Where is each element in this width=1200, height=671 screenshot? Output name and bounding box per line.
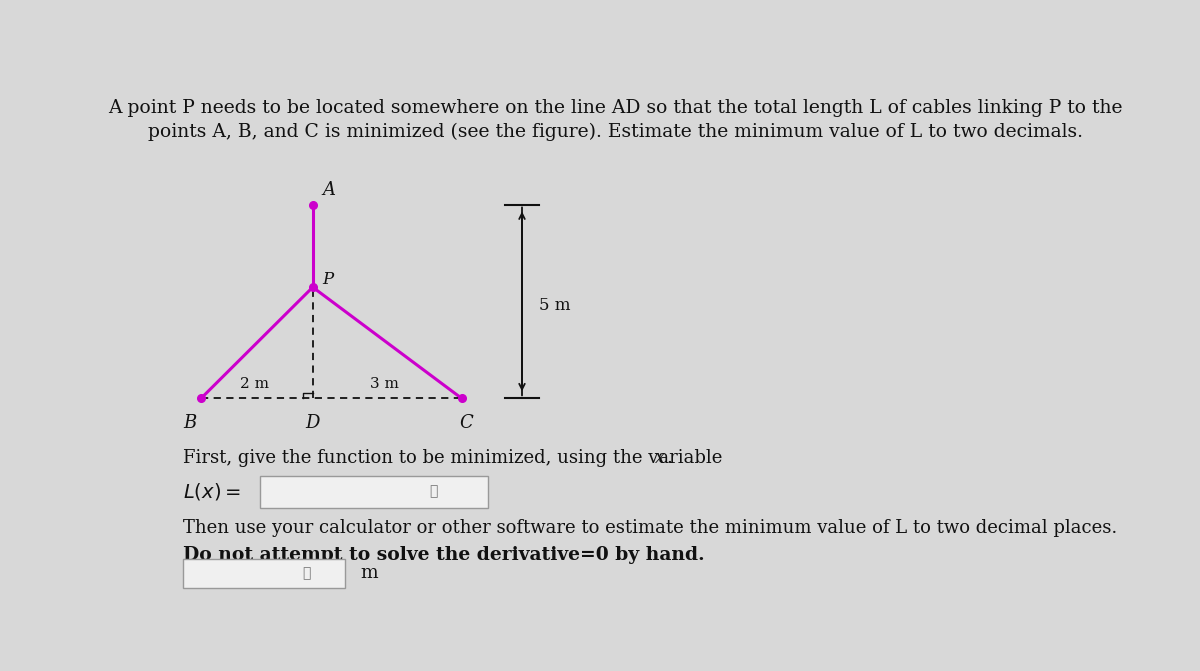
Text: 5 m: 5 m — [539, 297, 570, 314]
Text: B: B — [184, 414, 197, 431]
Text: 3 m: 3 m — [370, 376, 398, 391]
Text: $L(x) =$: $L(x) =$ — [182, 481, 240, 502]
Text: C: C — [460, 414, 473, 431]
Text: 🖊: 🖊 — [430, 484, 438, 499]
Text: P: P — [322, 271, 334, 288]
Text: 🖊: 🖊 — [302, 566, 311, 580]
FancyBboxPatch shape — [259, 476, 487, 508]
Text: D: D — [306, 414, 320, 431]
FancyBboxPatch shape — [182, 560, 346, 588]
Text: A point P needs to be located somewhere on the line AD so that the total length : A point P needs to be located somewhere … — [108, 99, 1122, 140]
Text: A: A — [322, 181, 335, 199]
Text: Do not attempt to solve the derivative=0 by hand.: Do not attempt to solve the derivative=0… — [182, 546, 704, 564]
Text: First, give the function to be minimized, using the variable: First, give the function to be minimized… — [182, 449, 727, 467]
Text: .: . — [666, 449, 672, 467]
Text: x: x — [655, 449, 665, 467]
Text: 2 m: 2 m — [240, 376, 269, 391]
Text: m: m — [360, 564, 378, 582]
Text: Then use your calculator or other software to estimate the minimum value of L to: Then use your calculator or other softwa… — [182, 519, 1117, 537]
